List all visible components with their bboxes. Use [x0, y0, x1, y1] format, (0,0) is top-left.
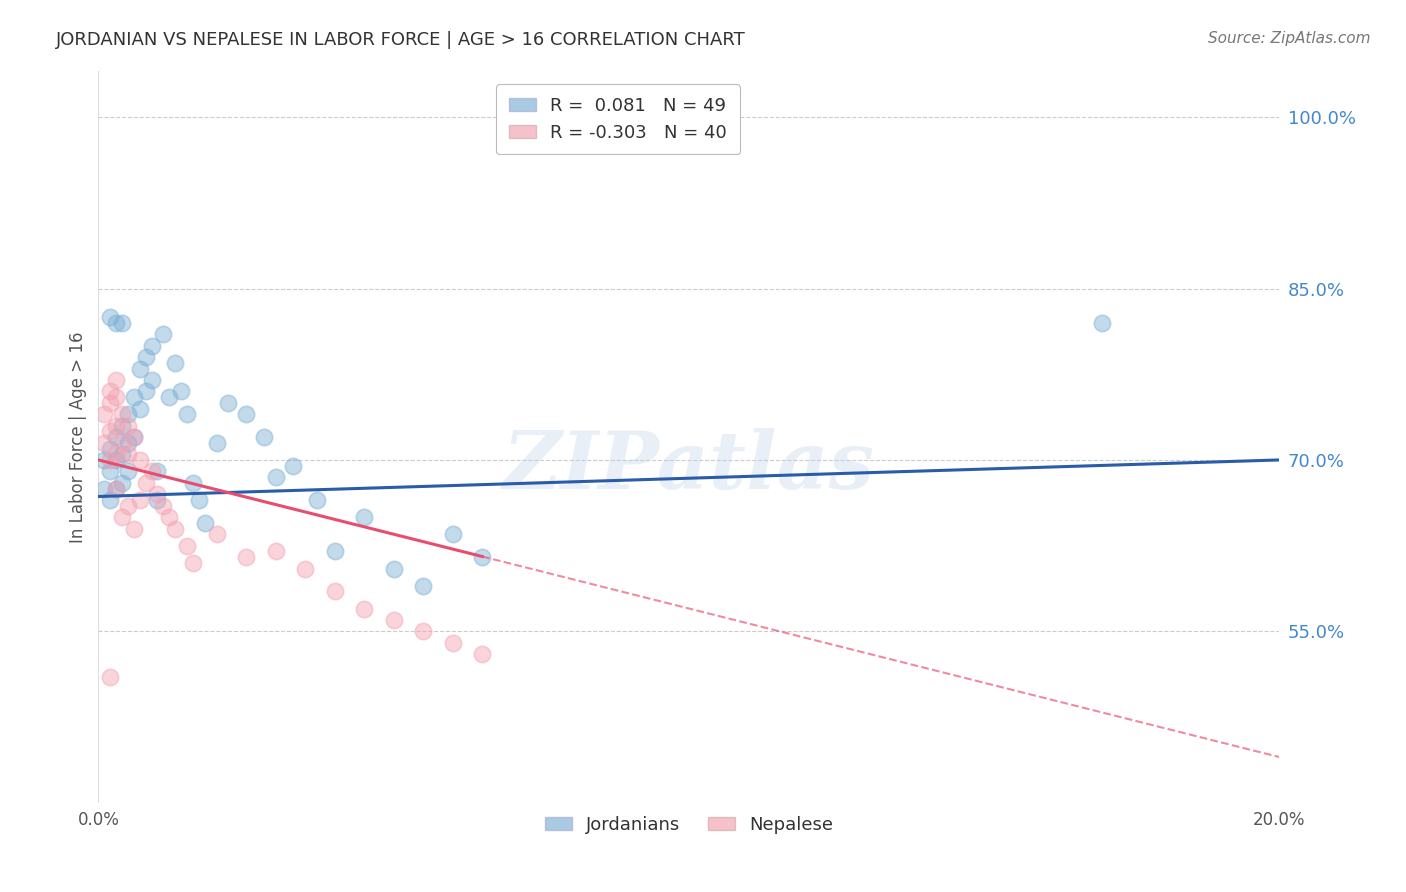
Point — [98, 396, 121, 410]
Point — [353, 510, 375, 524]
Point — [194, 516, 217, 530]
Point — [305, 492, 328, 507]
Point — [283, 458, 305, 473]
Point — [128, 492, 150, 507]
Point — [1091, 316, 1114, 330]
Point — [117, 464, 139, 478]
Point — [111, 435, 134, 450]
Point — [128, 401, 150, 416]
Point — [146, 464, 169, 478]
Point — [264, 544, 287, 558]
Point — [146, 487, 169, 501]
Point — [98, 464, 121, 478]
Point — [353, 601, 375, 615]
Point — [323, 584, 346, 599]
Point — [98, 442, 121, 456]
Point — [98, 310, 121, 324]
Point — [105, 418, 128, 433]
Point — [471, 550, 494, 565]
Y-axis label: In Labor Force | Age > 16: In Labor Force | Age > 16 — [69, 331, 87, 543]
Point — [152, 499, 174, 513]
Text: JORDANIAN VS NEPALESE IN LABOR FORCE | AGE > 16 CORRELATION CHART: JORDANIAN VS NEPALESE IN LABOR FORCE | A… — [56, 31, 747, 49]
Point — [187, 492, 209, 507]
Point — [105, 373, 128, 387]
Point — [294, 561, 316, 575]
Point — [176, 407, 198, 421]
Point — [111, 407, 134, 421]
Point — [146, 492, 169, 507]
Point — [412, 579, 434, 593]
Point — [122, 390, 145, 404]
Point — [412, 624, 434, 639]
Point — [253, 430, 276, 444]
Point — [141, 373, 163, 387]
Point — [128, 453, 150, 467]
Point — [105, 453, 128, 467]
Point — [93, 453, 115, 467]
Point — [181, 475, 204, 490]
Point — [157, 510, 180, 524]
Point — [122, 521, 145, 535]
Point — [105, 482, 128, 496]
Point — [117, 447, 139, 461]
Point — [181, 556, 204, 570]
Point — [98, 425, 121, 439]
Point — [105, 316, 128, 330]
Point — [217, 396, 239, 410]
Point — [157, 390, 180, 404]
Point — [152, 327, 174, 342]
Point — [105, 390, 128, 404]
Point — [98, 670, 121, 684]
Point — [235, 407, 257, 421]
Point — [323, 544, 346, 558]
Point — [382, 613, 405, 627]
Text: Source: ZipAtlas.com: Source: ZipAtlas.com — [1208, 31, 1371, 46]
Point — [176, 539, 198, 553]
Point — [441, 527, 464, 541]
Point — [93, 407, 115, 421]
Point — [135, 475, 157, 490]
Point — [135, 384, 157, 399]
Point — [205, 435, 228, 450]
Point — [105, 482, 128, 496]
Point — [141, 464, 163, 478]
Point — [93, 482, 115, 496]
Point — [165, 356, 187, 370]
Point — [111, 447, 134, 461]
Point — [141, 338, 163, 352]
Point — [111, 510, 134, 524]
Point — [382, 561, 405, 575]
Point — [170, 384, 193, 399]
Point — [165, 521, 187, 535]
Point — [105, 430, 128, 444]
Point — [441, 636, 464, 650]
Point — [111, 475, 134, 490]
Point — [128, 361, 150, 376]
Point — [111, 418, 134, 433]
Text: ZIPatlas: ZIPatlas — [503, 427, 875, 505]
Point — [122, 430, 145, 444]
Point — [264, 470, 287, 484]
Point — [117, 407, 139, 421]
Point — [135, 350, 157, 364]
Point — [122, 430, 145, 444]
Point — [235, 550, 257, 565]
Point — [98, 492, 121, 507]
Point — [98, 384, 121, 399]
Point — [111, 316, 134, 330]
Point — [471, 647, 494, 661]
Point — [117, 499, 139, 513]
Point — [98, 453, 121, 467]
Point — [117, 435, 139, 450]
Point — [205, 527, 228, 541]
Point — [93, 435, 115, 450]
Legend: Jordanians, Nepalese: Jordanians, Nepalese — [537, 809, 841, 841]
Point — [117, 418, 139, 433]
Point — [105, 447, 128, 461]
